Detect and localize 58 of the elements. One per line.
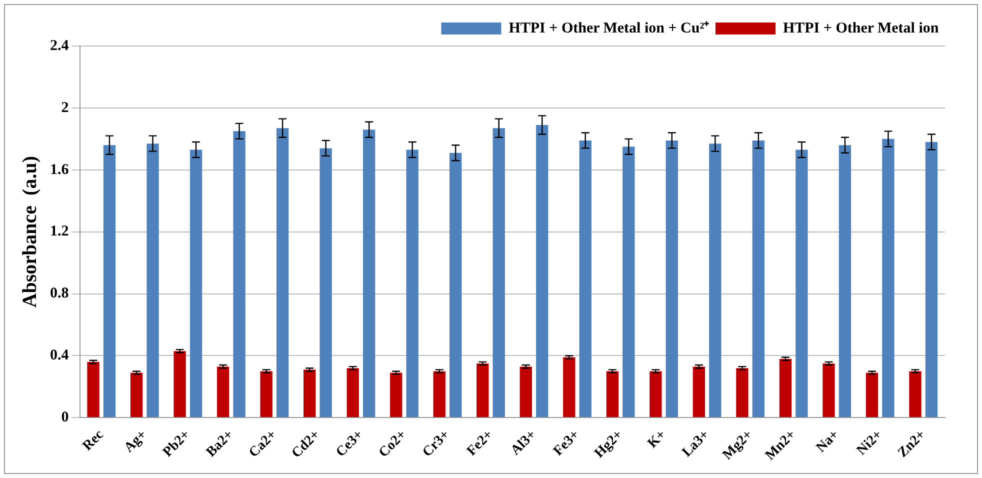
bar [346, 368, 359, 418]
bar [882, 138, 894, 418]
bar [130, 372, 143, 418]
bar [606, 371, 619, 418]
y-axis-title: Absorbance (a.u) [19, 156, 42, 308]
bar [520, 366, 532, 418]
x-tick-label: Ce3+ [334, 427, 366, 460]
x-tick-label: Cr3+ [420, 427, 453, 460]
bar [406, 150, 418, 418]
bar [666, 140, 678, 418]
bar [736, 368, 748, 418]
bar [650, 371, 662, 418]
bar [622, 146, 635, 418]
bar [190, 150, 202, 418]
legend-label: HTPI + Other Metal ion [782, 20, 940, 36]
bar [492, 128, 505, 418]
bar [450, 152, 462, 418]
bar [925, 142, 938, 418]
y-tick-label: 2.4 [50, 38, 70, 54]
y-tick-label: 0.4 [50, 348, 70, 364]
bar [320, 148, 332, 418]
x-tick-label: Rec [80, 427, 107, 454]
bar [822, 363, 835, 418]
y-tick-label: 0 [61, 410, 69, 426]
bar [433, 371, 446, 418]
bar [838, 145, 852, 418]
x-tick-label: Ni2+ [854, 427, 886, 458]
y-tick-label: 2 [61, 100, 69, 116]
bar [692, 366, 706, 418]
bar [390, 372, 402, 418]
bar [796, 150, 808, 418]
x-tick-label: Ag+ [122, 427, 150, 456]
x-tick-label: Na+ [814, 427, 842, 456]
bar [276, 128, 289, 418]
bar [174, 351, 186, 418]
bar [233, 131, 246, 418]
bar [260, 371, 272, 418]
bar [362, 130, 376, 418]
y-tick-label: 1.2 [50, 224, 69, 240]
bar [752, 140, 765, 418]
bar [909, 371, 922, 418]
bar [87, 362, 100, 418]
bar [103, 145, 116, 418]
bar [216, 366, 230, 418]
x-tick-label: K+ [645, 427, 670, 452]
bar [563, 357, 576, 418]
bar [866, 372, 878, 418]
y-tick-label: 1.6 [50, 162, 70, 178]
x-tick-label: Al3+ [508, 427, 540, 458]
legend-label: HTPI + Other Metal ion + Cu²⁺ [508, 20, 710, 36]
bar [579, 140, 592, 418]
bar [476, 363, 489, 418]
y-tick-label: 0.8 [50, 286, 69, 302]
bar [146, 144, 159, 418]
bar [304, 370, 316, 418]
bar [779, 358, 792, 418]
bar [709, 144, 722, 418]
bar [536, 124, 548, 418]
